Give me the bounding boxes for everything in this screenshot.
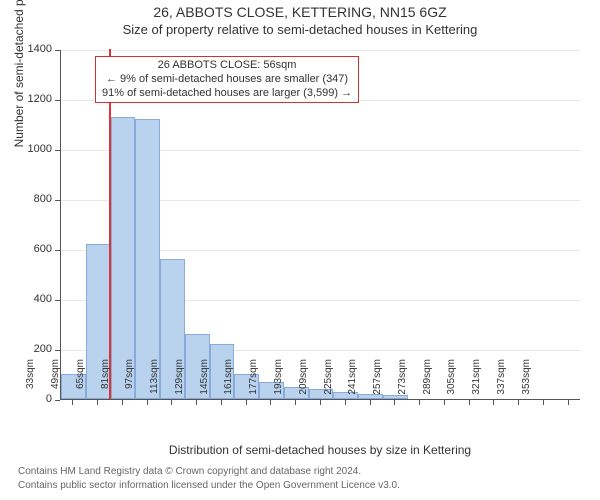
x-tick-label: 81sqm bbox=[100, 359, 111, 409]
legend-line-2: ← 9% of semi-detached houses are smaller… bbox=[102, 73, 352, 87]
y-tick-label: 200 bbox=[34, 343, 52, 355]
chart-area: 0200400600800100012001400 33sqm49sqm65sq… bbox=[60, 50, 580, 400]
x-tick-label: 113sqm bbox=[149, 359, 160, 409]
histogram-bar bbox=[135, 119, 160, 399]
y-tick-label: 1000 bbox=[28, 143, 52, 155]
x-tick-label: 145sqm bbox=[199, 359, 210, 409]
x-tick-label: 289sqm bbox=[422, 359, 433, 409]
legend-line-3: 91% of semi-detached houses are larger (… bbox=[102, 87, 352, 101]
chart-title: 26, ABBOTS CLOSE, KETTERING, NN15 6GZ bbox=[0, 4, 600, 20]
x-tick-label: 129sqm bbox=[174, 359, 185, 409]
x-tick-label: 273sqm bbox=[397, 359, 408, 409]
x-tick-label: 209sqm bbox=[298, 359, 309, 409]
x-tick-label: 321sqm bbox=[471, 359, 482, 409]
chart-subtitle: Size of property relative to semi-detach… bbox=[0, 22, 600, 37]
x-tick-label: 337sqm bbox=[496, 359, 507, 409]
x-tick-label: 97sqm bbox=[124, 359, 135, 409]
y-tick-label: 400 bbox=[34, 293, 52, 305]
legend-box: 26 ABBOTS CLOSE: 56sqm ← 9% of semi-deta… bbox=[95, 56, 359, 103]
x-tick-label: 49sqm bbox=[50, 359, 61, 409]
footer-line-2: Contains public sector information licen… bbox=[18, 480, 400, 491]
legend-line-1: 26 ABBOTS CLOSE: 56sqm bbox=[102, 59, 352, 73]
x-tick-label: 161sqm bbox=[223, 359, 234, 409]
chart-container: 26, ABBOTS CLOSE, KETTERING, NN15 6GZ Si… bbox=[0, 0, 600, 500]
x-axis-label: Distribution of semi-detached houses by … bbox=[60, 443, 580, 457]
x-tick-label: 177sqm bbox=[248, 359, 259, 409]
x-tick-label: 65sqm bbox=[75, 359, 86, 409]
footer-line-1: Contains HM Land Registry data © Crown c… bbox=[18, 466, 361, 477]
y-tick-label: 1400 bbox=[28, 43, 52, 55]
x-tick-label: 257sqm bbox=[372, 359, 383, 409]
y-tick-label: 1200 bbox=[28, 93, 52, 105]
x-tick-label: 33sqm bbox=[25, 359, 36, 409]
y-axis-label: Number of semi-detached properties bbox=[12, 0, 26, 225]
x-tick-label: 353sqm bbox=[521, 359, 532, 409]
x-tick-label: 305sqm bbox=[446, 359, 457, 409]
y-tick-label: 600 bbox=[34, 243, 52, 255]
x-tick-label: 193sqm bbox=[273, 359, 284, 409]
histogram-bar bbox=[111, 117, 136, 400]
x-tick-label: 241sqm bbox=[347, 359, 358, 409]
gridline bbox=[61, 50, 580, 51]
x-tick-label: 225sqm bbox=[323, 359, 334, 409]
y-tick-label: 800 bbox=[34, 193, 52, 205]
